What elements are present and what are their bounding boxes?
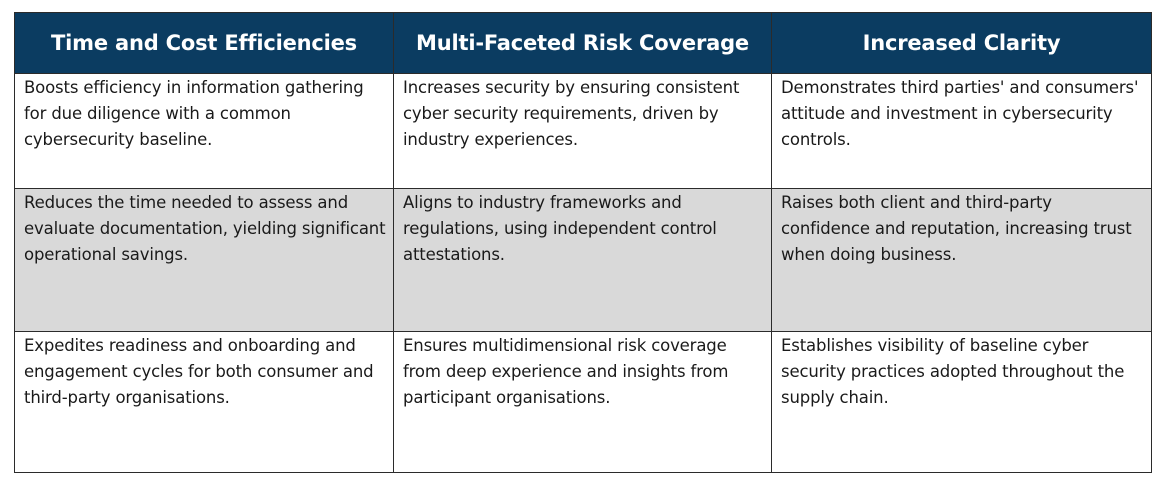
header-row: Time and Cost Efficiencies Multi-Faceted… <box>14 12 1152 74</box>
header-increased-clarity: Increased Clarity <box>771 12 1152 74</box>
header-time-cost-efficiencies: Time and Cost Efficiencies <box>14 12 394 74</box>
table-cell: Increases security by ensuring consisten… <box>393 73 772 189</box>
table-row: Boosts efficiency in information gatheri… <box>14 73 1152 189</box>
table-header: Time and Cost Efficiencies Multi-Faceted… <box>14 12 1152 74</box>
table-cell: Expedites readiness and onboarding and e… <box>14 331 394 473</box>
table-cell: Ensures multidimensional risk coverage f… <box>393 331 772 473</box>
header-multi-faceted-risk-coverage: Multi-Faceted Risk Coverage <box>393 12 772 74</box>
table-row: Expedites readiness and onboarding and e… <box>14 331 1152 473</box>
table-cell: Raises both client and third-party confi… <box>771 188 1152 332</box>
table-cell: Reduces the time needed to assess and ev… <box>14 188 394 332</box>
benefits-table: Time and Cost Efficiencies Multi-Faceted… <box>14 12 1152 473</box>
table-row: Reduces the time needed to assess and ev… <box>14 188 1152 332</box>
table-cell: Establishes visibility of baseline cyber… <box>771 331 1152 473</box>
table-cell: Boosts efficiency in information gatheri… <box>14 73 394 189</box>
table-body: Boosts efficiency in information gatheri… <box>14 73 1152 473</box>
table-cell: Demonstrates third parties' and consumer… <box>771 73 1152 189</box>
table-cell: Aligns to industry frameworks and regula… <box>393 188 772 332</box>
